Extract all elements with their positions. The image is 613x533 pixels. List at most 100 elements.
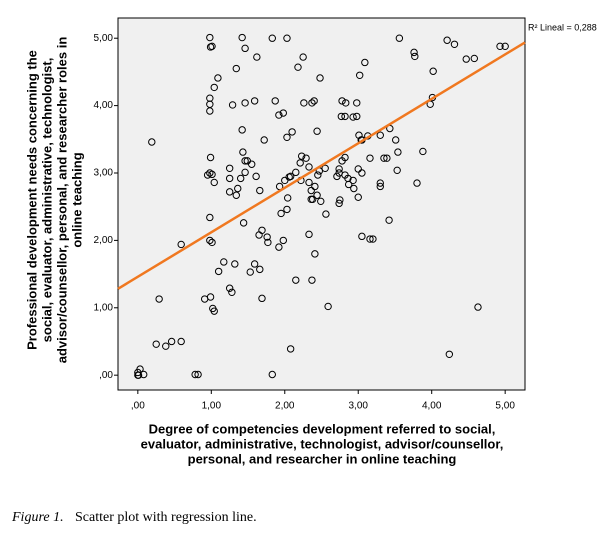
data-point [307,195,315,203]
data-point [155,295,163,303]
x-tick-label: 3,00 [348,401,368,412]
y-tick-label: 4,00 [94,100,114,111]
data-point [283,205,291,214]
data-point [263,233,271,241]
data-point [337,112,346,121]
data-point [225,284,234,292]
data-point [443,36,451,44]
data-point [162,342,170,350]
y-axis-title: advisor/counsellor, personal, and resear… [54,37,69,364]
data-point [256,186,264,195]
caption: Scatter plot with regression line. [75,510,257,525]
data-point [286,345,295,353]
data-point [474,303,482,311]
x-tick-label: ,00 [131,401,145,412]
data-point [316,74,324,82]
data-point [501,42,509,51]
data-point [239,219,248,227]
data-point [241,99,249,107]
data-point [167,337,176,346]
data-point [231,260,239,268]
data-point [356,71,364,79]
x-tick-label: 1,00 [202,401,222,412]
data-point [210,307,218,315]
data-point [354,193,362,201]
data-point [134,371,143,379]
data-point [283,34,291,42]
data-point [271,97,279,105]
data-point [322,210,330,218]
data-point [392,136,400,144]
data-point [214,267,223,276]
data-point [376,182,384,191]
data-point [241,44,249,53]
data-point [258,294,266,303]
data-point [317,197,325,206]
data-point [225,174,234,183]
y-axis-title: social, evaluator, administrative, techn… [39,58,54,343]
regression-line [117,41,526,290]
data-point [413,179,421,187]
data-point [321,164,329,172]
data-point [299,53,307,61]
data-point [353,112,361,121]
y-tick-label: 3,00 [94,168,114,179]
data-point [366,235,374,243]
data-point [255,231,263,239]
data-point [241,168,249,177]
y-axis-title: Professional development needs concernin… [24,50,39,350]
data-point [311,182,319,191]
data-point [208,170,216,179]
data-point [252,172,260,181]
data-point [341,112,349,121]
data-point [361,58,369,67]
data-point [248,160,256,168]
data-point [225,164,234,172]
data-point [380,154,388,162]
data-point [140,370,148,379]
data-point [308,99,316,107]
data-point [336,196,344,204]
data-point [206,293,215,301]
data-point [349,113,357,121]
data-point [253,53,261,61]
data-point [294,63,302,71]
data-point [383,154,391,162]
data-point [268,34,276,42]
data-point [296,159,304,167]
data-point [313,127,321,135]
data-point [232,191,240,199]
data-point [260,136,268,144]
data-point [311,250,319,258]
data-point [208,238,216,247]
data-point [314,171,322,179]
data-point [284,194,292,202]
data-point [292,276,300,284]
data-point [335,165,343,173]
x-axis-title: Degree of competencies development refer… [149,421,496,436]
data-point [206,33,214,42]
data-point [338,97,346,105]
y-axis-title: online teaching [69,152,84,247]
data-point [275,111,283,119]
data-point [239,148,247,156]
data-point [395,34,404,42]
data-point [310,97,318,105]
data-point [225,188,234,196]
data-point [250,260,259,268]
data-point [281,176,289,185]
data-point [268,370,276,379]
data-point [313,191,321,199]
data-point [342,99,350,107]
data-point [208,42,216,51]
data-point [349,176,357,185]
data-point [191,370,199,379]
data-point [206,236,214,245]
data-point [214,74,222,82]
data-point [283,133,291,141]
data-point [220,258,228,266]
data-point [376,179,384,187]
data-point [393,166,401,175]
data-point [264,238,272,247]
